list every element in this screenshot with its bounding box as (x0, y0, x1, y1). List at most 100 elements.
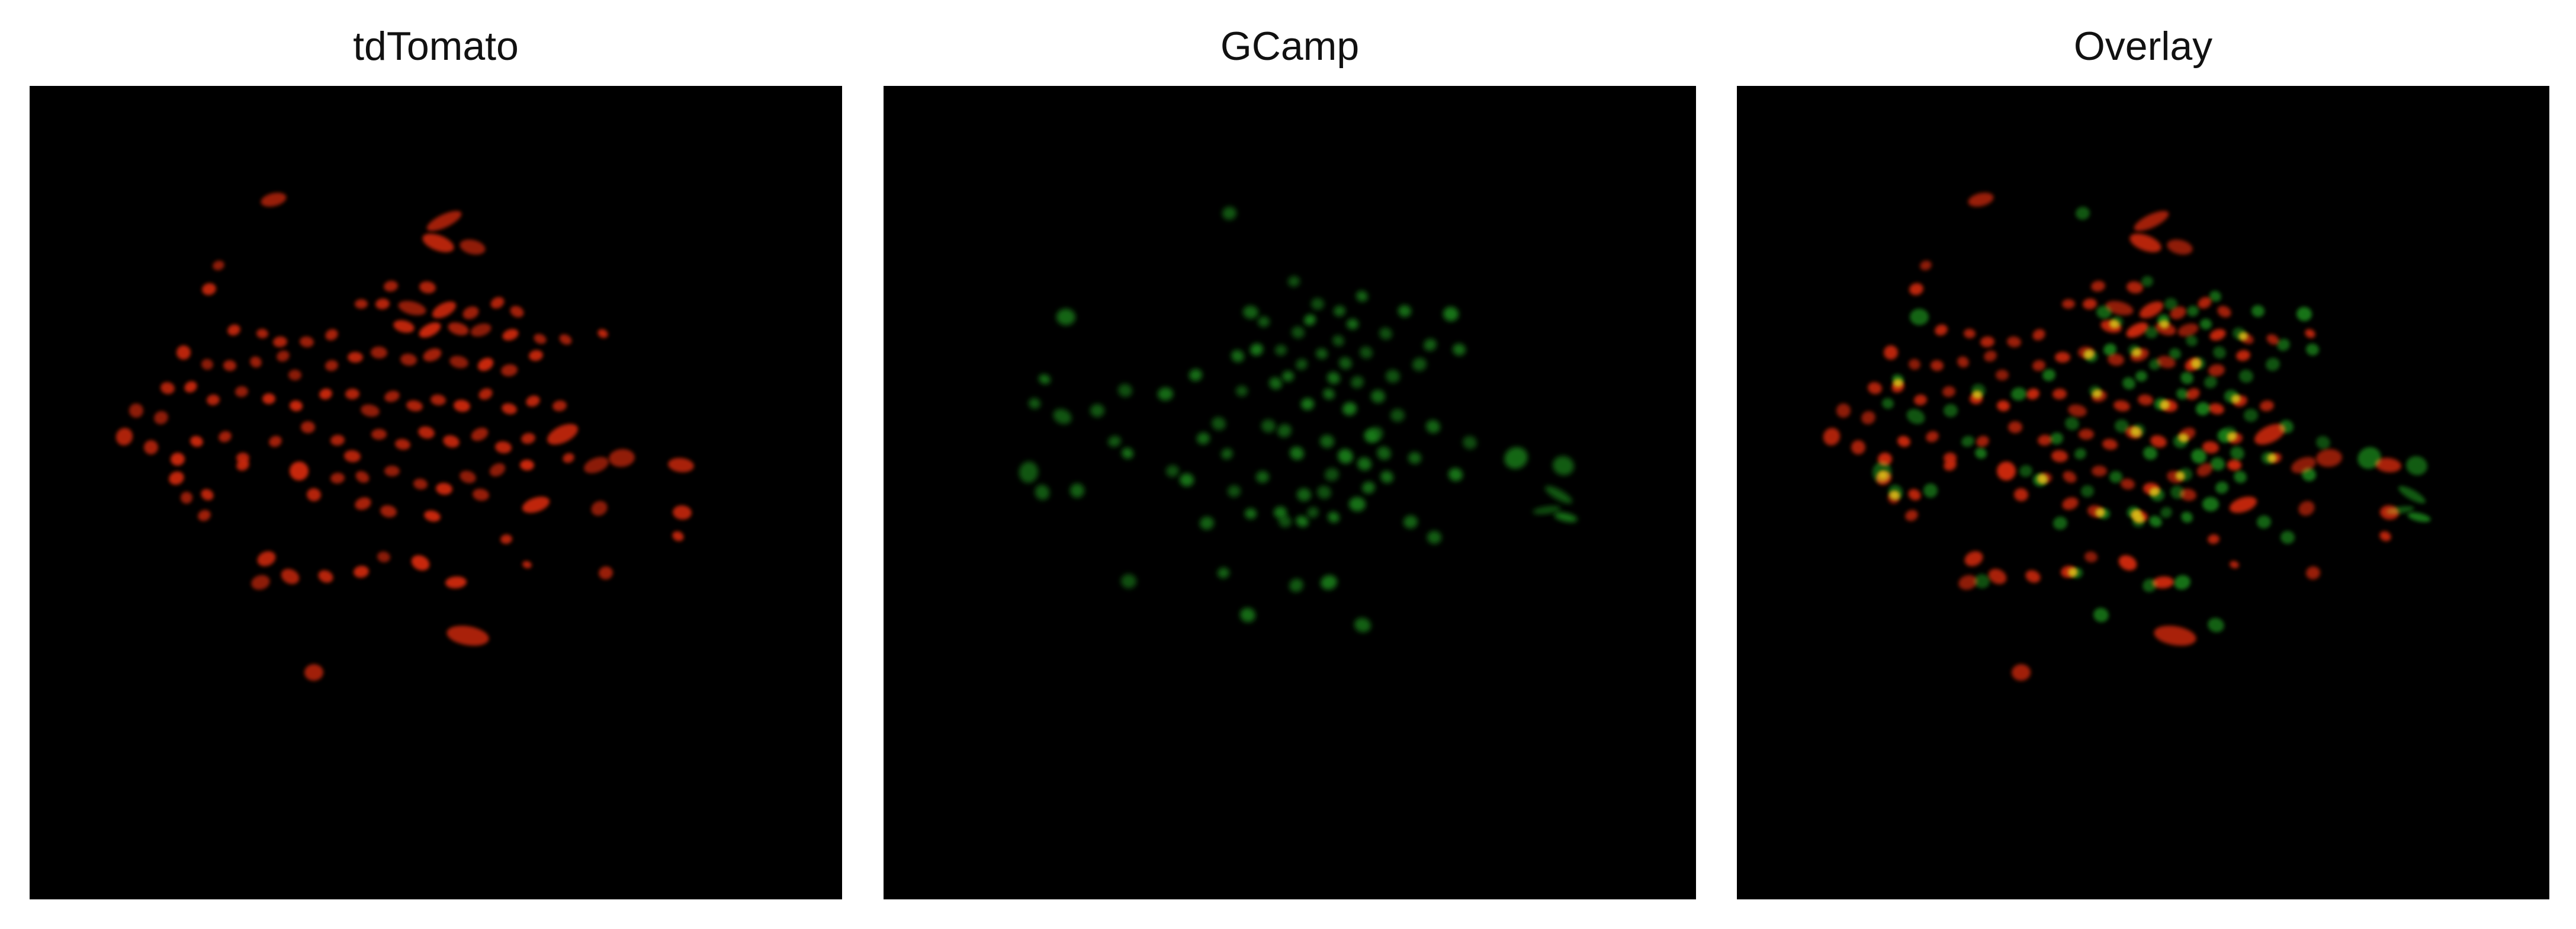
overlay-gcamp-cell (2279, 419, 2294, 434)
tdtomato-cell (371, 428, 387, 440)
tdtomato-cell (169, 471, 184, 485)
overlay-gcamp-cell (2215, 481, 2228, 494)
overlay-gcamp-cell (2407, 512, 2431, 523)
overlay-gcamp-cell (2306, 343, 2319, 356)
overlay-tdtomato-cell (2229, 496, 2257, 513)
tdtomato-cell (400, 353, 417, 366)
colocalized-cell (2160, 401, 2170, 409)
tdtomato-cell (471, 427, 489, 441)
colocalized-cell (2267, 454, 2277, 462)
tdtomato-cell (202, 283, 216, 296)
overlay-tdtomato-cell (1980, 336, 1994, 348)
colocalized-cell (2179, 434, 2189, 442)
gcamp-cell (1356, 290, 1368, 302)
overlay-tdtomato-cell (2170, 306, 2186, 319)
gcamp-cell (1279, 515, 1292, 528)
overlay-gcamp-cell (2187, 305, 2199, 317)
overlay-gcamp-cell (2143, 578, 2157, 592)
tdtomato-cell (584, 457, 609, 473)
overlay-tdtomato-cell (1926, 431, 1939, 443)
overlay-tdtomato-cell (2198, 297, 2212, 309)
overlay-tdtomato-cell (2154, 626, 2196, 646)
tdtomato-cell (160, 382, 175, 395)
overlay-gcamp-cell (2145, 326, 2158, 339)
gcamp-cell (1243, 305, 1258, 319)
tdtomato-cell (236, 459, 249, 471)
overlay-gcamp-cell (1910, 308, 1929, 326)
overlay-tdtomato-cell (2196, 463, 2213, 477)
gcamp-cell (1323, 388, 1335, 400)
gcamp-cell (1269, 377, 1282, 390)
overlay-gcamp-cell (2230, 446, 2244, 460)
overlay-gcamp-cell (1923, 483, 1938, 498)
gcamp-cell (1390, 408, 1405, 422)
tdtomato-cell (599, 566, 613, 580)
tdtomato-cell (384, 280, 398, 292)
colocalized-cell (1893, 379, 1903, 387)
overlay-tdtomato-cell (1851, 440, 1865, 454)
overlay-gcamp-cell (2281, 530, 2295, 544)
tdtomato-cell (223, 360, 236, 371)
overlay-gcamp-cell (2176, 388, 2188, 400)
overlay-gcamp-cell (2149, 358, 2161, 370)
tdtomato-cell (598, 329, 608, 338)
tdtomato-cell (355, 497, 371, 510)
overlay-gcamp-cell (2296, 306, 2312, 322)
gcamp-cell (1292, 326, 1305, 339)
overlay-gcamp-cell (2115, 419, 2129, 433)
overlay-cells (1823, 193, 2431, 681)
gcamp-cell (1275, 344, 1287, 356)
tdtomato-cell (495, 441, 512, 454)
tdtomato-cell (304, 664, 323, 681)
overlay-gcamp-cell (2180, 371, 2193, 385)
gcamp-cell (1545, 486, 1572, 504)
overlay-tdtomato-cell (2083, 298, 2097, 310)
tdtomato-cell (115, 428, 133, 446)
gcamp-cell (1228, 485, 1241, 498)
colocalized-cell (2175, 472, 2185, 480)
overlay-tdtomato-cell (2063, 471, 2077, 483)
overlay-tdtomato-cell (2055, 351, 2070, 363)
overlay-tdtomato-cell (2121, 478, 2135, 490)
tdtomato-cell (288, 369, 301, 381)
overlay-gcamp-cell (2065, 417, 2079, 431)
gcamp-cell (1325, 467, 1339, 482)
tdtomato-cell (262, 393, 275, 405)
overlay-tdtomato-cell (2126, 322, 2148, 338)
gcamp-cell (1463, 435, 1477, 450)
tdtomato-cell (354, 565, 369, 578)
colocalized-cell (2095, 508, 2105, 517)
colocalized-cell (2191, 360, 2201, 368)
tdtomato-cell (490, 297, 505, 309)
overlay-tdtomato-cell (2209, 329, 2226, 341)
tdtomato-cell (375, 298, 390, 310)
gcamp-cell (1398, 305, 1411, 318)
overlay-tdtomato-cell (2007, 336, 2021, 348)
overlay-tdtomato-cell (2306, 566, 2320, 580)
overlay-tdtomato-cell (2092, 465, 2107, 477)
overlay-tdtomato-cell (1968, 193, 1994, 207)
gcamp-cell (1039, 374, 1051, 385)
tdtomato-cell (345, 388, 359, 400)
overlay-tdtomato-cell (2091, 280, 2105, 292)
tdtomato-cell (181, 492, 192, 504)
tdtomato-cell (522, 560, 532, 569)
tdtomato-cell (426, 211, 462, 231)
gcamp-cell (1200, 516, 1214, 530)
overlay-tdtomato-cell (2038, 434, 2052, 446)
gcamp-cell (1180, 473, 1194, 487)
tdtomato-cell (673, 505, 692, 520)
tdtomato-cell (330, 472, 345, 484)
overlay-tdtomato-cell (2025, 570, 2041, 583)
gcamp-cells (1019, 206, 1578, 633)
overlay-gcamp-cell (2202, 496, 2219, 512)
gcamp-cell (1056, 308, 1075, 326)
overlay-gcamp-cell (2076, 206, 2090, 220)
gcamp-cell (1311, 297, 1324, 310)
overlay-tdtomato-cell (1905, 510, 1918, 521)
colocalized-cell (2068, 568, 2077, 576)
overlay-gcamp-cell (2149, 515, 2162, 527)
tdtomato-cell (559, 334, 572, 345)
gcamp-cell (1289, 578, 1303, 592)
